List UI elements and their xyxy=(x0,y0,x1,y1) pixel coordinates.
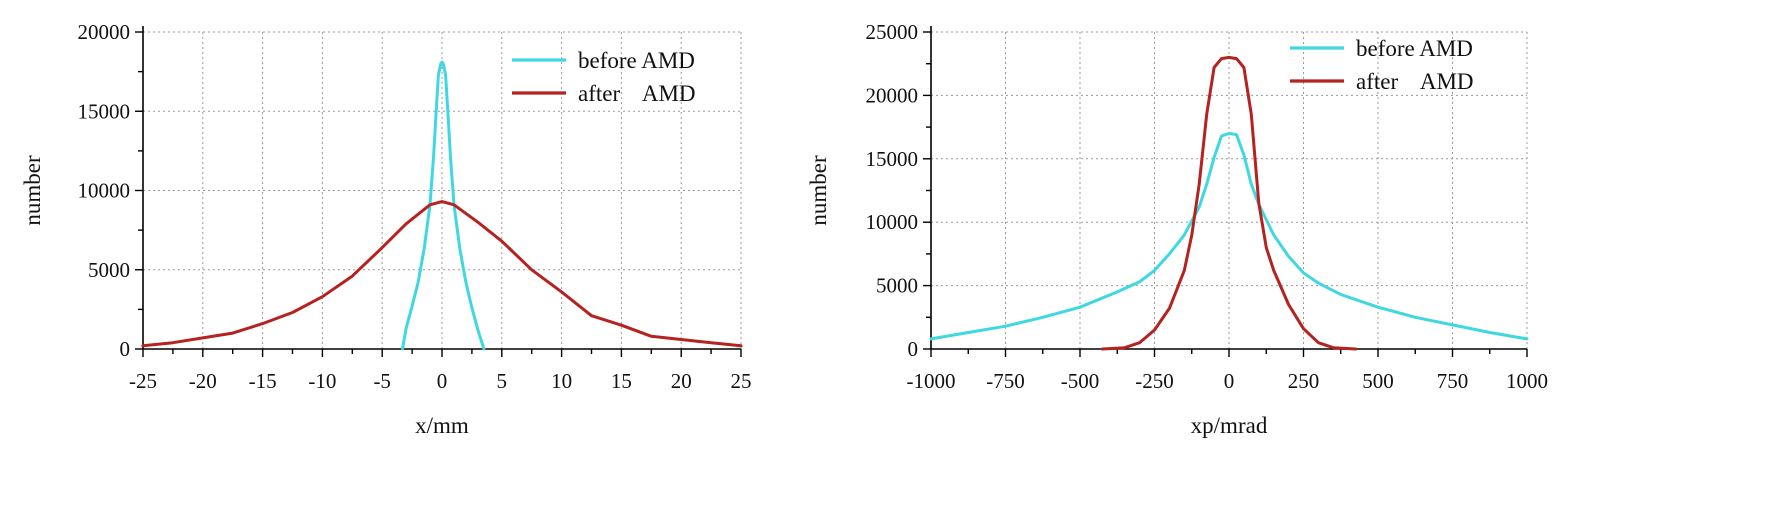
x-tick-label: 1000 xyxy=(1506,369,1548,393)
x-tick-label: 0 xyxy=(1224,369,1235,393)
legend-label-before: before AMD xyxy=(1356,36,1473,61)
legend-label-after: after AMD xyxy=(578,81,696,106)
y-axis-title: number xyxy=(806,155,831,226)
x-tick-label: 10 xyxy=(551,369,572,393)
x-tick-label: 5 xyxy=(497,369,508,393)
x-tick-label: -750 xyxy=(986,369,1025,393)
x-tick-label: 0 xyxy=(437,369,448,393)
x-axis-title: xp/mrad xyxy=(1191,413,1268,438)
x-tick-label: -1000 xyxy=(907,369,956,393)
x-tick-label: -20 xyxy=(189,369,217,393)
y-tick-label: 15000 xyxy=(78,99,131,123)
y-axis-title: number xyxy=(20,155,45,226)
legend-label-after: after AMD xyxy=(1356,69,1474,94)
series-line-before xyxy=(401,60,486,351)
x-axis-title: x/mm xyxy=(415,413,469,438)
chart-angle-distribution: -1000 -750 -500 -250 0 250 500 750 1000050001000… xyxy=(806,20,1548,438)
y-tick-label: 5000 xyxy=(876,274,918,298)
x-tick-label: -10 xyxy=(308,369,336,393)
x-tick-label: 250 xyxy=(1288,369,1320,393)
x-tick-label: -25 xyxy=(129,369,157,393)
x-tick-label: 25 xyxy=(731,369,752,393)
x-tick-label: 750 xyxy=(1437,369,1469,393)
y-tick-label: 0 xyxy=(120,337,131,361)
y-tick-label: 15000 xyxy=(866,147,919,171)
x-tick-label: -15 xyxy=(249,369,277,393)
series-line-after xyxy=(1100,55,1358,351)
y-tick-label: 5000 xyxy=(88,258,130,282)
y-tick-label: 20000 xyxy=(866,83,919,107)
legend-label-before: before AMD xyxy=(578,48,695,73)
y-tick-label: 25000 xyxy=(866,20,919,44)
series-line-before xyxy=(929,131,1529,341)
x-tick-label: -500 xyxy=(1061,369,1100,393)
series-line-after xyxy=(141,200,743,348)
x-tick-label: -250 xyxy=(1135,369,1174,393)
y-tick-label: 10000 xyxy=(78,179,131,203)
x-tick-label: 15 xyxy=(611,369,632,393)
y-tick-label: 0 xyxy=(908,337,919,361)
y-tick-label: 10000 xyxy=(866,210,919,234)
y-tick-label: 20000 xyxy=(78,20,131,44)
x-tick-label: -5 xyxy=(373,369,391,393)
x-tick-label: 500 xyxy=(1362,369,1394,393)
x-tick-label: 20 xyxy=(671,369,692,393)
chart-position-distribution: -25 -20 -15 -10 -5 0 5 10 15 20 25 0 5000 10000 15000 2… xyxy=(20,20,752,438)
